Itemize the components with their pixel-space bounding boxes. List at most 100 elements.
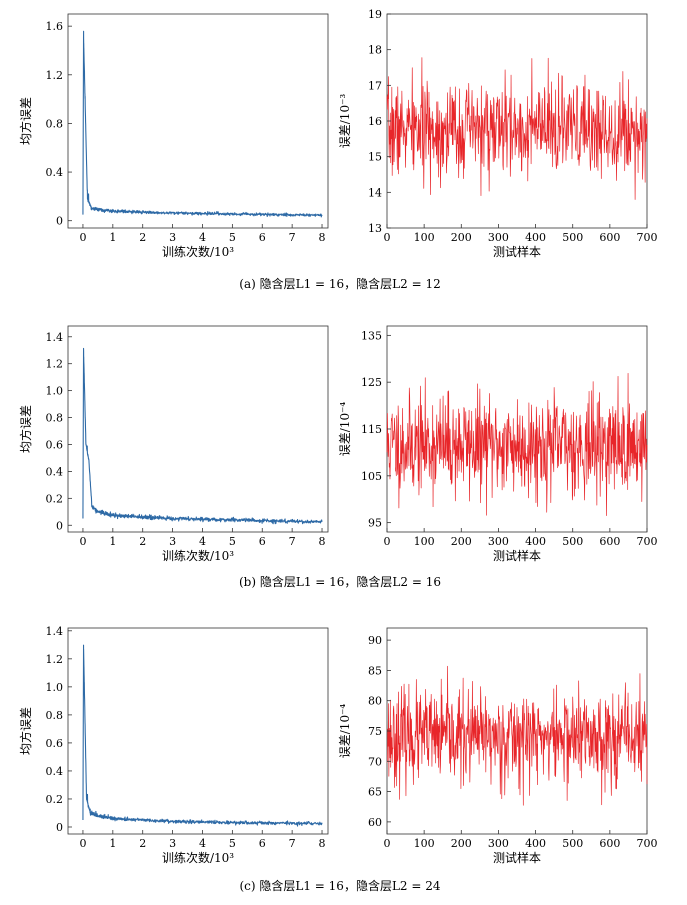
y-tick-label: 17 — [368, 79, 382, 92]
y-tick-label: 0.4 — [46, 166, 64, 179]
y-axis-label: 误差/10⁻⁴ — [338, 704, 352, 759]
y-tick-label: 1.0 — [46, 385, 64, 398]
x-axis-label: 测试样本 — [493, 850, 541, 865]
x-tick-label: 4 — [199, 837, 206, 850]
y-tick-label: 0.6 — [46, 737, 64, 750]
y-tick-label: 1.2 — [46, 69, 64, 82]
y-tick-label: 0.8 — [46, 117, 64, 130]
y-tick-label: 90 — [368, 634, 382, 647]
x-tick-label: 3 — [169, 231, 176, 244]
x-tick-label: 1 — [109, 231, 116, 244]
x-tick-label: 1 — [109, 837, 116, 850]
x-tick-label: 100 — [414, 535, 435, 548]
chart-a-error: 0 100 200 300 400 500 600 700 13 14 15 16 17 18 19 测试样本… — [338, 8, 658, 259]
error-series-line — [386, 665, 648, 806]
plot-frame — [67, 13, 329, 229]
y-tick-label: 65 — [368, 786, 382, 799]
loss-series-line — [82, 644, 323, 827]
y-tick-label: 0.8 — [46, 709, 64, 722]
x-tick-label: 500 — [562, 535, 583, 548]
x-tick-label: 600 — [599, 837, 620, 850]
y-axis-label: 均方误差 — [18, 97, 33, 145]
x-axis-label: 测试样本 — [493, 548, 541, 563]
chart-a-loss: 0 1 2 3 4 5 6 7 8 0 0.4 0.8 1.2 1.6 训练次数/10³ 均方误差 — [18, 13, 329, 259]
x-tick-label: 0 — [79, 837, 86, 850]
chart-c-error: 0 100 200 300 400 500 600 700 60 65 70 75 80 85 90 测试样本… — [338, 627, 658, 865]
y-tick-label: 1.2 — [46, 653, 64, 666]
y-tick-label: 95 — [368, 517, 382, 530]
y-tick-label: 80 — [368, 695, 382, 708]
x-tick-label: 0 — [79, 535, 86, 548]
y-tick-label: 1.4 — [46, 625, 64, 638]
x-tick-label: 2 — [139, 535, 146, 548]
error-series-line — [386, 372, 648, 516]
x-tick-label: 3 — [169, 837, 176, 850]
plot-frame — [67, 627, 329, 835]
x-axis-label: 训练次数/10³ — [162, 244, 234, 259]
y-tick-label: 16 — [368, 115, 382, 128]
x-tick-label: 5 — [229, 535, 236, 548]
x-tick-label: 0 — [384, 837, 391, 850]
x-tick-label: 200 — [451, 837, 472, 850]
x-tick-label: 0 — [79, 231, 86, 244]
y-tick-label: 85 — [368, 664, 382, 677]
x-tick-label: 500 — [562, 231, 583, 244]
y-tick-label: 13 — [368, 222, 382, 235]
x-tick-label: 0 — [384, 231, 391, 244]
y-tick-label: 75 — [368, 725, 382, 738]
x-tick-label: 100 — [414, 837, 435, 850]
y-tick-label: 0 — [56, 519, 63, 532]
x-tick-label: 300 — [488, 837, 509, 850]
x-tick-label: 8 — [319, 837, 326, 850]
x-tick-label: 0 — [384, 535, 391, 548]
chart-b-error: 0 100 200 300 400 500 600 700 95 105 115 125 135 测试样本… — [338, 325, 658, 563]
x-tick-label: 3 — [169, 535, 176, 548]
x-tick-label: 5 — [229, 231, 236, 244]
x-tick-label: 400 — [525, 231, 546, 244]
x-tick-label: 8 — [319, 231, 326, 244]
y-tick-label: 0 — [56, 821, 63, 834]
x-tick-label: 200 — [451, 535, 472, 548]
x-tick-label: 7 — [289, 535, 296, 548]
x-tick-label: 100 — [414, 231, 435, 244]
x-tick-label: 2 — [139, 231, 146, 244]
x-tick-label: 4 — [199, 535, 206, 548]
x-tick-label: 8 — [319, 535, 326, 548]
caption-a: (a) 隐含层L1 = 16，隐含层L2 = 12 — [239, 276, 440, 291]
x-tick-label: 6 — [259, 535, 266, 548]
y-tick-label: 60 — [368, 816, 382, 829]
y-tick-label: 1.2 — [46, 358, 64, 371]
y-tick-label: 0.8 — [46, 412, 64, 425]
x-tick-label: 7 — [289, 837, 296, 850]
y-tick-label: 0.2 — [46, 793, 64, 806]
y-axis-label: 误差/10⁻³ — [338, 94, 352, 149]
y-axis-label: 误差/10⁻⁴ — [338, 402, 352, 457]
chart-c-loss: 0 1 2 3 4 5 6 7 8 0 0.2 0.4 0.6 0.8 1.0 1.2 1.4 训练次数/10³ 均… — [18, 625, 329, 865]
x-tick-label: 2 — [139, 837, 146, 850]
x-tick-label: 300 — [488, 535, 509, 548]
x-tick-label: 4 — [199, 231, 206, 244]
x-tick-label: 200 — [451, 231, 472, 244]
x-tick-label: 1 — [109, 535, 116, 548]
x-tick-label: 7 — [289, 231, 296, 244]
y-tick-label: 105 — [361, 470, 382, 483]
x-tick-label: 600 — [599, 535, 620, 548]
y-tick-label: 0 — [56, 215, 63, 228]
y-tick-label: 135 — [361, 329, 382, 342]
y-tick-label: 115 — [361, 423, 382, 436]
chart-b-loss: 0 1 2 3 4 5 6 7 8 0 0.2 0.4 0.6 0.8 1.0 1.2 1.4 训练次数/10³ 均… — [18, 325, 329, 563]
y-tick-label: 0.2 — [46, 492, 64, 505]
x-tick-label: 400 — [525, 535, 546, 548]
y-tick-label: 0.6 — [46, 438, 64, 451]
error-series-line — [386, 57, 648, 200]
x-tick-label: 6 — [259, 837, 266, 850]
x-tick-label: 600 — [599, 231, 620, 244]
y-tick-label: 14 — [368, 186, 382, 199]
y-tick-label: 15 — [368, 151, 382, 164]
plot-frame — [67, 325, 329, 533]
y-tick-label: 0.4 — [46, 765, 64, 778]
y-axis-label: 均方误差 — [18, 707, 33, 755]
x-tick-label: 300 — [488, 231, 509, 244]
x-tick-label: 700 — [637, 535, 658, 548]
